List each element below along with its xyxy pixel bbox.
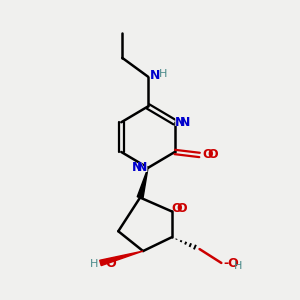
Text: O: O [202, 148, 213, 162]
Text: N: N [174, 115, 185, 129]
Text: H: H [234, 261, 243, 271]
Polygon shape [137, 168, 148, 198]
Text: O: O [202, 148, 213, 161]
Text: O: O [177, 202, 188, 215]
Text: -O: -O [223, 257, 239, 270]
Text: O: O [171, 202, 183, 215]
Text: N: N [136, 161, 148, 175]
Text: O: O [208, 148, 218, 161]
Text: N: N [132, 161, 142, 174]
Text: N: N [180, 116, 190, 129]
Text: -O: -O [101, 257, 117, 270]
Text: H: H [90, 259, 98, 269]
Text: N: N [137, 161, 147, 174]
Text: O: O [171, 202, 182, 215]
Text: N: N [150, 69, 160, 82]
Text: N: N [175, 116, 185, 129]
Text: H: H [159, 69, 167, 79]
Polygon shape [100, 251, 143, 266]
